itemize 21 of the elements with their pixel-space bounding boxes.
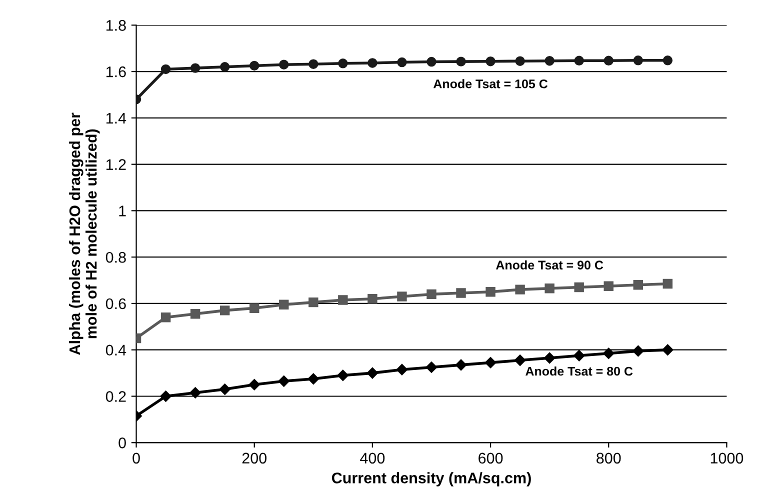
x-tick-label: 800	[596, 452, 621, 464]
y-tick-label: 1	[119, 206, 126, 216]
x-tick-label: 1000	[710, 452, 744, 464]
x-tick-label: 0	[132, 452, 140, 464]
y-tick-label: 1.4	[106, 112, 126, 124]
y-tick-label: 1.6	[106, 66, 126, 78]
y-tick-label: 0.8	[106, 252, 126, 263]
series-label: Anode Tsat = 105 C	[433, 79, 548, 88]
y-tick-label: 0	[118, 438, 126, 448]
y-axis-title: Alpha (moles of H2O dragged per mole of H2 molecule utilized)	[68, 112, 100, 355]
y-tick-label: 1.2	[106, 159, 126, 170]
x-axis-title: Current density (mA/sq.cm)	[332, 472, 531, 486]
x-tick-label: 600	[478, 452, 503, 464]
series-label: Anode Tsat = 90 C	[496, 260, 604, 270]
y-tick-label: 0.2	[106, 391, 126, 402]
y-tick-label: 0.4	[106, 344, 126, 356]
x-tick-label: 200	[242, 452, 266, 464]
x-tick-label: 400	[360, 452, 385, 464]
series-label: Anode Tsat = 80 C	[526, 366, 633, 376]
y-tick-label: 0.6	[106, 298, 126, 310]
y-tick-label: 1.8	[106, 20, 126, 31]
